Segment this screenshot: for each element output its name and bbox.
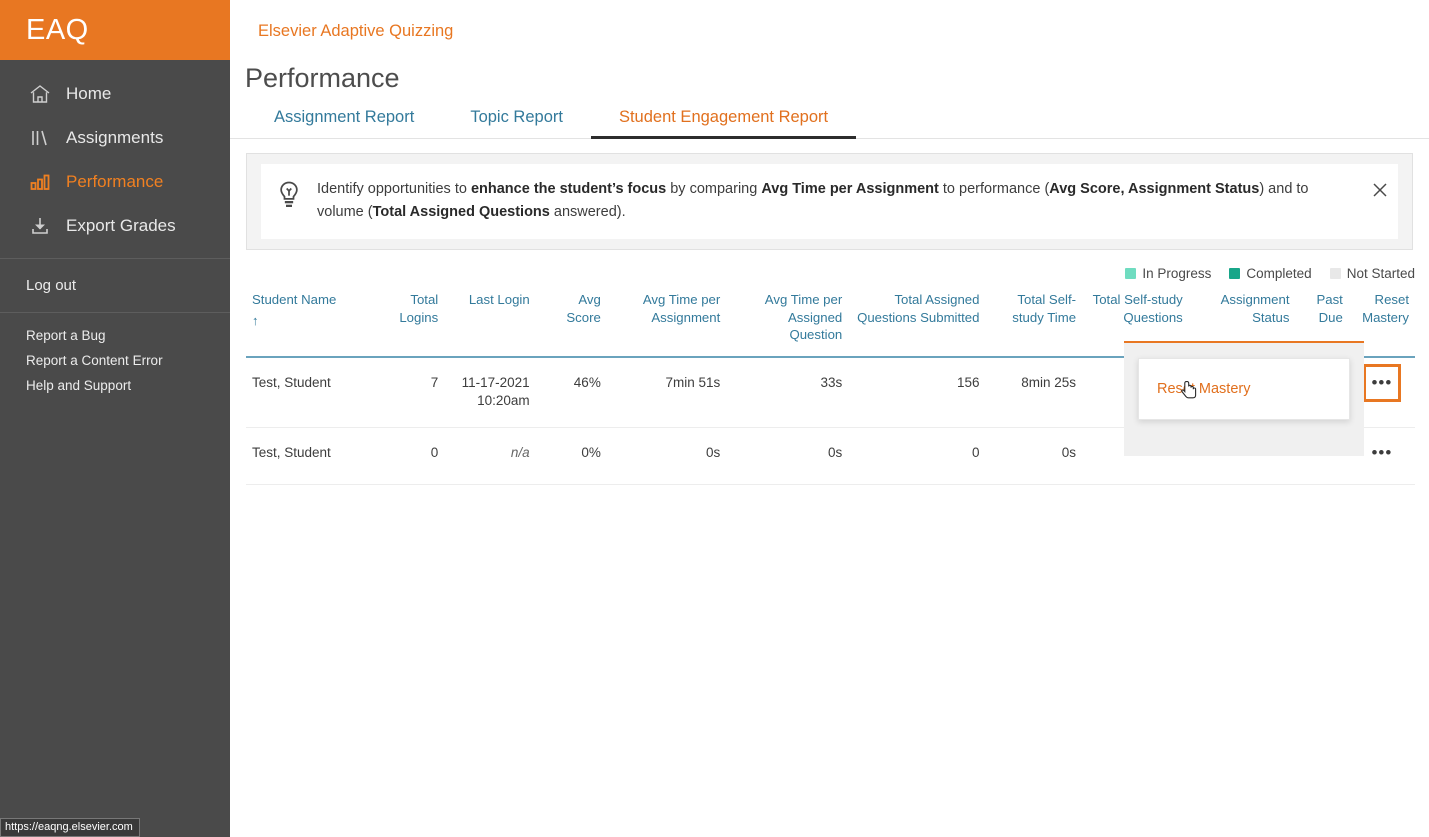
table-row: Test, Student 0 n/a 0% 0s 0s 0 0s ••• (246, 427, 1415, 485)
cell-avg-time-per-assignment: 0s (706, 444, 721, 460)
student-engagement-table: Student Name ↑ Total Logins Last Login A… (246, 287, 1415, 485)
cell-avg-time-per-assigned-question: 33s (820, 374, 843, 390)
col-avg-score[interactable]: Avg Score (566, 291, 601, 325)
table-head: Student Name ↑ Total Logins Last Login A… (246, 287, 1415, 357)
sidebar-nav: Home Assignments Performance (0, 60, 230, 248)
col-last-login[interactable]: Last Login (468, 291, 530, 307)
cell-last-login: n/a (444, 427, 535, 484)
sidebar-divider (0, 258, 230, 259)
col-avg-time-per-assignment[interactable]: Avg Time per Assignment (642, 291, 721, 325)
col-label: Student Name (252, 291, 337, 307)
banner-seg: Identify opportunities to (317, 181, 471, 197)
cell-avg-score: 46% (573, 374, 601, 390)
cell-student-name: Test, Student (252, 374, 331, 390)
sidebar-support-links: Report a Bug Report a Content Error Help… (0, 323, 230, 398)
info-banner-wrap: Identify opportunities to enhance the st… (230, 139, 1429, 250)
info-banner-text: Identify opportunities to enhance the st… (317, 178, 1352, 225)
row-actions-dropdown: Reset Mastery (1138, 357, 1350, 420)
tab-assignment-report[interactable]: Assignment Report (274, 108, 415, 126)
banner-seg: by comparing (666, 181, 762, 197)
tab-topic-report[interactable]: Topic Report (470, 108, 563, 126)
sidebar-item-performance[interactable]: Performance (0, 160, 230, 204)
cell-total-assigned-questions-submitted: 0 (971, 444, 980, 460)
sidebar-item-assignments[interactable]: Assignments (0, 116, 230, 160)
sidebar-divider (0, 312, 230, 313)
main-content: Elsevier Adaptive Quizzing Performance A… (230, 0, 1429, 837)
info-banner-inner: Identify opportunities to enhance the st… (261, 164, 1398, 239)
sidebar-item-report-a-content-error[interactable]: Report a Content Error (26, 353, 163, 368)
assignments-icon (28, 126, 52, 150)
banner-seg-bold: Avg Time per Assignment (761, 181, 939, 197)
brand-logo[interactable]: EAQ (0, 0, 230, 60)
cell-student-name: Test, Student (252, 444, 331, 460)
banner-seg: answered). (549, 204, 626, 221)
app-title-link[interactable]: Elsevier Adaptive Quizzing (258, 22, 454, 40)
col-reset-mastery[interactable]: Reset Mastery (1362, 291, 1409, 325)
sidebar-item-report-a-bug[interactable]: Report a Bug (26, 328, 106, 343)
legend-swatch-in-progress (1125, 267, 1137, 279)
legend-label: Not Started (1346, 265, 1415, 281)
page-title: Performance (245, 63, 400, 93)
sidebar-item-help-and-support[interactable]: Help and Support (26, 378, 132, 393)
sidebar-item-label: Export Grades (66, 216, 176, 235)
download-icon (28, 214, 52, 238)
col-total-self-study-time[interactable]: Total Self-study Time (1012, 291, 1077, 325)
col-total-assigned-questions-submitted[interactable]: Total Assigned Questions Submitted (857, 291, 980, 325)
info-banner: Identify opportunities to enhance the st… (246, 153, 1413, 250)
engagement-table-wrap: Student Name ↑ Total Logins Last Login A… (230, 281, 1429, 485)
sidebar-item-logout[interactable]: Log out (26, 277, 77, 294)
table-header-row: Student Name ↑ Total Logins Last Login A… (246, 287, 1415, 357)
row-actions-kebab-button[interactable]: ••• (1362, 363, 1401, 402)
legend-swatch-completed (1229, 267, 1241, 279)
cell-total-self-study-time: 0s (1061, 444, 1077, 460)
sidebar-item-export-grades[interactable]: Export Grades (0, 204, 230, 248)
lightbulb-icon (275, 180, 303, 210)
performance-chart-icon (28, 170, 52, 194)
cell-reset-mastery: ••• (1349, 357, 1415, 428)
banner-seg-bold: enhance the student’s focus (470, 181, 667, 197)
banner-seg-bold: Total Assigned Questions (372, 204, 550, 221)
menu-item-reset-mastery[interactable]: Reset Mastery (1157, 380, 1251, 397)
sort-ascending-icon: ↑ (252, 312, 259, 328)
col-avg-time-per-assigned-question[interactable]: Avg Time per Assigned Question (764, 291, 843, 343)
browser-status-bar-url: https://eaqng.elsevier.com (0, 818, 140, 837)
col-assignment-status[interactable]: Assignment Status (1220, 291, 1290, 325)
legend-item-in-progress: In Progress (1125, 266, 1211, 281)
row-actions-kebab-button[interactable]: ••• (1371, 443, 1393, 463)
sidebar-item-label: Home (66, 84, 112, 103)
cell-avg-score: 0% (581, 444, 601, 460)
sidebar-item-label: Performance (66, 172, 164, 191)
status-legend: In Progress Completed Not Started (230, 250, 1429, 281)
banner-seg: ) and to volume ( (317, 181, 1309, 221)
col-total-logins[interactable]: Total Logins (399, 291, 439, 325)
legend-item-completed: Completed (1229, 265, 1312, 281)
close-icon[interactable] (1370, 180, 1390, 200)
cell-total-self-study-time: 8min 25s (1021, 374, 1077, 390)
banner-seg: to performance ( (938, 181, 1050, 197)
tab-student-engagement-report[interactable]: Student Engagement Report (590, 102, 857, 139)
legend-swatch-not-started (1329, 267, 1341, 279)
cell-last-login: 11-17-2021 10:20am (461, 374, 530, 409)
brand-logo-text: EAQ (26, 13, 89, 46)
legend-label: Completed (1246, 265, 1312, 281)
col-past-due[interactable]: Past Due (1316, 291, 1343, 325)
banner-seg-bold: Avg Score, Assignment Status (1049, 181, 1260, 197)
col-total-self-study-questions[interactable]: Total Self-study Questions (1092, 291, 1183, 325)
sidebar-item-home[interactable]: Home (0, 72, 230, 116)
sidebar-item-label: Assignments (66, 128, 164, 147)
cell-total-logins: 0 (430, 444, 439, 460)
cell-total-assigned-questions-submitted: 156 (956, 374, 980, 390)
last-login-na: n/a (510, 444, 530, 460)
col-student-name[interactable]: Student Name ↑ (246, 287, 363, 357)
home-icon (28, 82, 52, 106)
cell-reset-mastery: ••• (1349, 427, 1415, 484)
cell-avg-time-per-assignment: 7min 51s (665, 374, 721, 390)
cell-avg-time-per-assigned-question: 0s (827, 444, 843, 460)
report-tabs: Assignment Report Topic Report Student E… (230, 102, 1429, 139)
sidebar: EAQ Home Assignments (0, 0, 230, 837)
legend-item-not-started: Not Started (1329, 265, 1415, 281)
legend-label: In Progress (1142, 265, 1212, 281)
cell-total-logins: 7 (430, 374, 439, 390)
